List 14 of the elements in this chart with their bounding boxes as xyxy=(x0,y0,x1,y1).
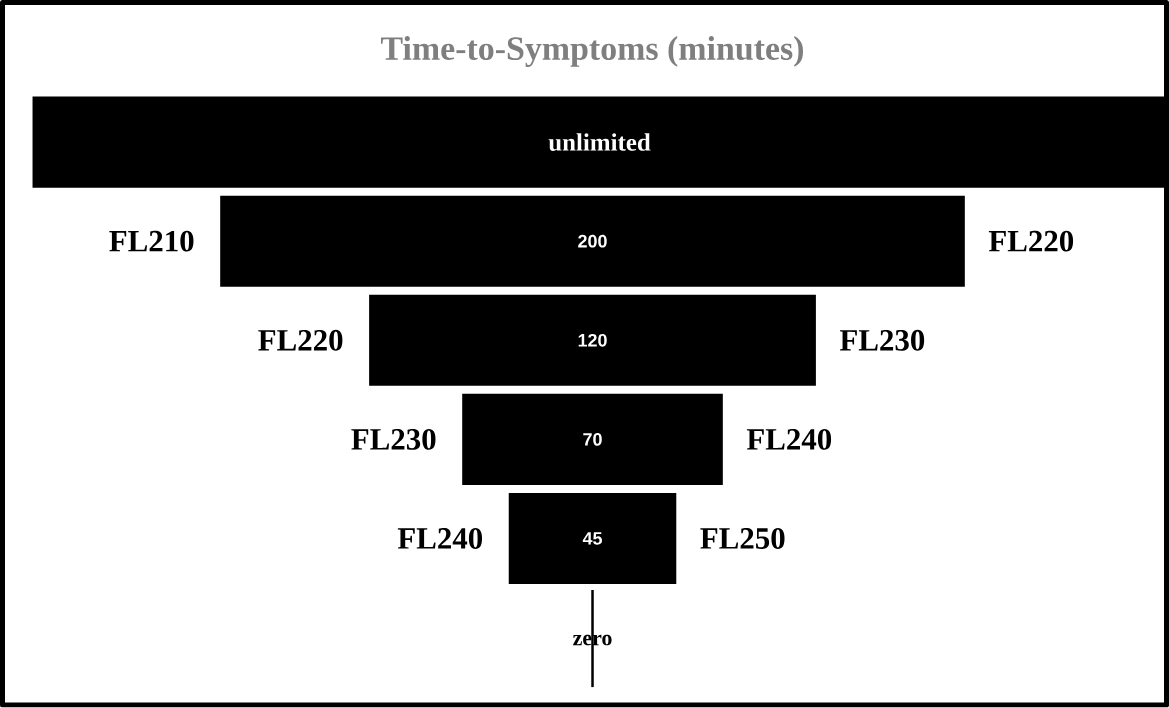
text: FL230 xyxy=(351,429,436,450)
text: FL240 xyxy=(397,528,483,550)
text: FL250 xyxy=(700,528,785,550)
data-label: 120 xyxy=(578,334,607,347)
data-label: 200 xyxy=(578,235,607,248)
text: FL220 xyxy=(258,330,343,351)
text: FL210 xyxy=(109,230,194,252)
text: FL230 xyxy=(839,330,925,351)
text: FL220 xyxy=(988,230,1074,252)
data-label: 45 xyxy=(582,532,602,545)
text: FL240 xyxy=(746,429,832,450)
data-label: 70 xyxy=(583,433,602,446)
text: Time-to-Symptoms (minutes) xyxy=(381,36,804,68)
text: unlimited xyxy=(548,133,651,152)
